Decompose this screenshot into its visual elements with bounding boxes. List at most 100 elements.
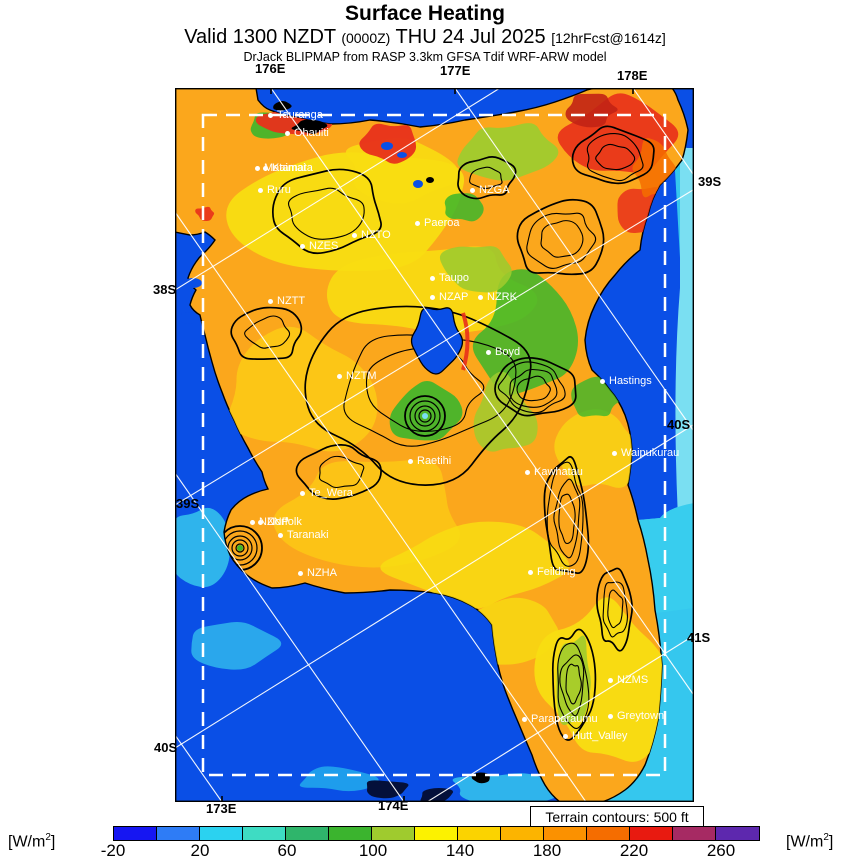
colorbar-segment: [415, 827, 458, 840]
site-dot-icon: [268, 112, 273, 118]
site-dot-icon: [300, 243, 305, 249]
site-label: NZTT: [277, 295, 306, 307]
lat-label-right: 39S: [698, 174, 722, 189]
site-label: Kaimai: [272, 162, 306, 174]
site-marker: Matamata: [255, 163, 313, 174]
site-label: Kawhatau: [534, 466, 583, 478]
lon-label-top: 178E: [617, 68, 648, 83]
units-label-left: [W/m2]: [8, 832, 56, 851]
header: Surface Heating Valid 1300 NZDT (0000Z) …: [0, 2, 850, 65]
colorbar-segment: [544, 827, 587, 840]
valid-main1: Valid 1300 NZDT: [184, 26, 342, 48]
lon-label-bottom: 174E: [378, 798, 409, 813]
forecast-tag: [12hrFcst@1614z]: [551, 30, 666, 46]
site-dot-icon: [337, 373, 342, 379]
site-dot-icon: [263, 165, 268, 171]
site-marker: Te_Wera: [300, 488, 353, 499]
site-label: Feilding: [537, 566, 576, 578]
site-label: NZNP: [259, 516, 289, 528]
site-marker: Feilding: [528, 567, 576, 578]
site-label: NZGA: [479, 184, 510, 196]
site-dot-icon: [486, 349, 491, 355]
colorbar-tick-label: 60: [277, 841, 297, 860]
colorbar-segment: [286, 827, 329, 840]
site-label: Matamata: [264, 162, 313, 174]
site-label: Waipukurau: [621, 447, 680, 459]
site-label-overlay: Tauranga Ohauiti Matamata Kaimai Ruru NZGA Pae…: [175, 88, 694, 802]
site-dot-icon: [415, 220, 420, 226]
site-label: Ohauiti: [294, 127, 329, 139]
site-marker: Norfolk: [258, 517, 302, 528]
site-dot-icon: [430, 275, 435, 281]
site-label: NZMS: [617, 674, 649, 686]
site-marker: Boyd: [486, 347, 520, 358]
site-label: Hastings: [609, 375, 652, 387]
site-marker: Hutt_Valley: [563, 731, 627, 742]
site-marker: Taranaki: [278, 530, 329, 541]
site-label: Taranaki: [287, 529, 329, 541]
site-marker: NZGA: [470, 185, 510, 196]
valid-utc: (0000Z): [341, 30, 391, 46]
site-marker: Greytown: [608, 711, 664, 722]
colorbar-segment: [372, 827, 415, 840]
site-label: Paeroa: [424, 217, 460, 229]
model-domain-boundary: [201, 113, 667, 777]
units-label-right: [W/m2]: [786, 832, 834, 851]
site-marker: Paraparaumu: [522, 714, 598, 725]
site-label: Boyd: [495, 346, 521, 358]
site-marker: Paeroa: [415, 218, 459, 229]
site-marker: Ohauiti: [285, 128, 329, 139]
site-label: NZTM: [346, 370, 377, 382]
colorbar: [113, 826, 760, 841]
site-label: Paraparaumu: [531, 713, 598, 725]
page-title: Surface Heating: [345, 2, 505, 25]
site-label: Hutt_Valley: [572, 730, 628, 742]
site-marker: NZES: [300, 241, 338, 252]
colorbar-tick-label: 260: [706, 841, 736, 860]
lat-label-left: 40S: [154, 740, 178, 755]
colorbar-segment: [630, 827, 673, 840]
site-marker: Hastings: [600, 376, 652, 387]
site-dot-icon: [608, 677, 613, 683]
site-label: NZES: [309, 240, 339, 252]
site-dot-icon: [278, 532, 283, 538]
site-label: Taupo: [439, 272, 469, 284]
site-label: Ruru: [267, 184, 291, 196]
lat-lon-graticule: [175, 88, 694, 802]
site-dot-icon: [258, 187, 263, 193]
heatmap-canvas: [175, 88, 694, 802]
site-dot-icon: [430, 294, 435, 300]
lat-label-right: 40S: [667, 417, 691, 432]
map-border: [175, 88, 694, 802]
site-dot-icon: [352, 232, 357, 238]
site-label: Norfolk: [267, 516, 302, 528]
colorbar-segment: [157, 827, 200, 840]
site-marker: NZMS: [608, 675, 648, 686]
site-label: NZAP: [439, 291, 469, 303]
site-dot-icon: [600, 378, 605, 384]
valid-time-line: Valid 1300 NZDT (0000Z) THU 24 Jul 2025 …: [0, 26, 850, 50]
map-frame: Tauranga Ohauiti Matamata Kaimai Ruru NZGA Pae…: [175, 88, 694, 802]
site-marker: NZAP: [430, 292, 468, 303]
site-dot-icon: [300, 490, 305, 496]
site-marker: Raetihi: [408, 456, 451, 467]
site-label: Te_Wera: [309, 487, 353, 499]
lon-label-top: 177E: [440, 63, 471, 78]
valid-main2: THU 24 Jul 2025: [390, 26, 552, 48]
colorbar-segment: [716, 827, 759, 840]
site-marker: NZTO: [352, 230, 391, 241]
site-dot-icon: [250, 519, 255, 525]
site-marker: Kawhatau: [525, 467, 583, 478]
site-dot-icon: [612, 450, 617, 456]
site-label: Tauranga: [277, 109, 323, 121]
terrain-contours-note: Terrain contours: 500 ft: [530, 806, 704, 828]
site-marker: NZHA: [298, 568, 337, 579]
lat-label-right: 41S: [687, 630, 711, 645]
site-dot-icon: [285, 130, 290, 136]
site-dot-icon: [608, 713, 613, 719]
colorbar-tick-label: 220: [619, 841, 649, 860]
site-dot-icon: [525, 469, 530, 475]
lakes: [381, 142, 470, 375]
model-line: DrJack BLIPMAP from RASP 3.3km GFSA Tdif…: [243, 50, 607, 64]
